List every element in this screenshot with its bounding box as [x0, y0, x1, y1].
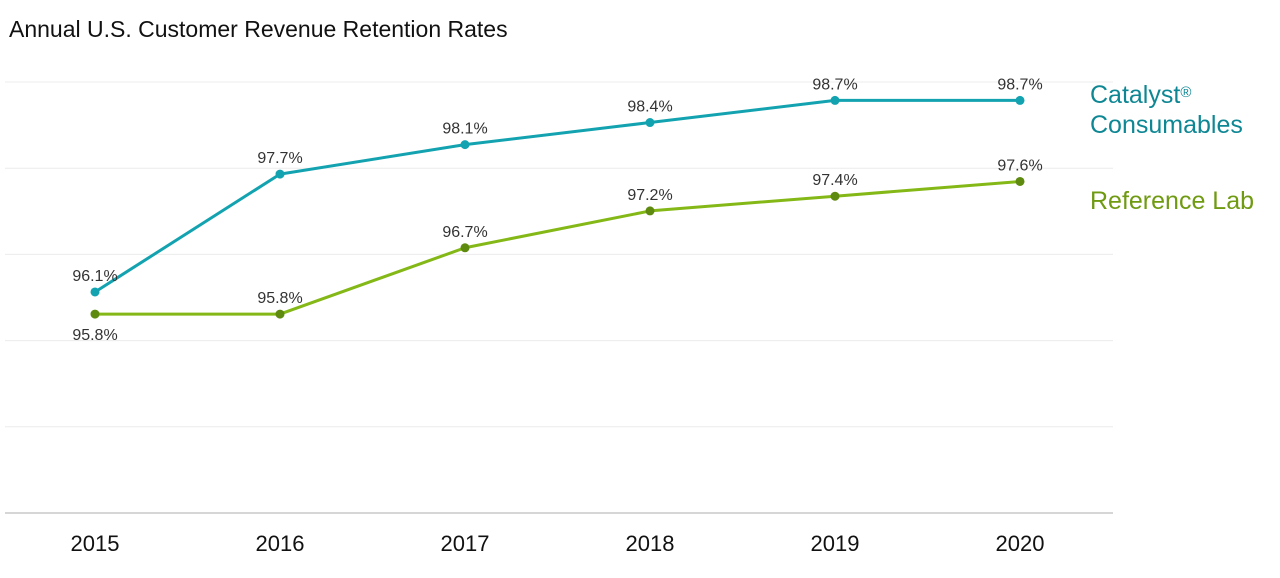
data-label: 97.4% — [812, 172, 857, 189]
x-tick-label: 2015 — [71, 531, 120, 556]
data-point — [830, 95, 840, 105]
legend-label-consumables: Consumables — [1090, 111, 1243, 139]
chart-title: Annual U.S. Customer Revenue Retention R… — [9, 16, 508, 42]
data-point — [1015, 95, 1025, 105]
data-label: 98.4% — [627, 99, 672, 116]
data-point — [645, 206, 655, 216]
data-point — [1015, 176, 1025, 186]
data-point — [90, 287, 100, 297]
legend-label-reference-lab: Reference Lab — [1090, 187, 1255, 215]
data-label: 98.7% — [812, 76, 857, 93]
data-point — [90, 309, 100, 319]
data-label: 96.1% — [72, 268, 117, 285]
x-tick-label: 2017 — [441, 531, 490, 556]
data-label: 98.7% — [997, 76, 1042, 93]
x-tick-label: 2020 — [996, 531, 1045, 556]
registered-mark: ® — [1180, 84, 1192, 101]
x-tick-label: 2019 — [811, 531, 860, 556]
data-label: 98.1% — [442, 121, 487, 138]
series-points — [90, 95, 1025, 319]
series-line — [95, 179, 1021, 316]
data-label: 97.2% — [627, 187, 672, 204]
data-label: 97.6% — [997, 157, 1042, 174]
gridlines — [5, 81, 1113, 514]
x-tick-label: 2018 — [626, 531, 675, 556]
data-point — [460, 243, 470, 253]
series-lines — [94, 98, 1021, 316]
legend-label-catalyst: Catalyst — [1090, 81, 1181, 109]
x-tick-label: 2016 — [256, 531, 305, 556]
data-label: 97.7% — [257, 150, 302, 167]
data-label: 95.8% — [72, 327, 117, 344]
data-point — [275, 309, 285, 319]
data-point — [275, 169, 285, 179]
data-point — [830, 191, 840, 201]
x-axis-ticks: 2015 2016 2017 2018 2019 2020 — [71, 531, 1045, 556]
legend-entry-reference-lab: Reference Lab — [1090, 186, 1254, 216]
data-point — [645, 118, 655, 128]
data-label: 96.7% — [442, 224, 487, 241]
data-label: 95.8% — [257, 290, 302, 307]
legend-entry-catalyst-consumables: Catalyst® Consumables — [1090, 80, 1243, 140]
data-labels: 96.1% 97.7% 98.1% 98.4% 98.7% 98.7% 95.8% 95.8%… — [72, 76, 1042, 344]
data-point — [460, 140, 470, 150]
series-line — [94, 98, 1020, 294]
